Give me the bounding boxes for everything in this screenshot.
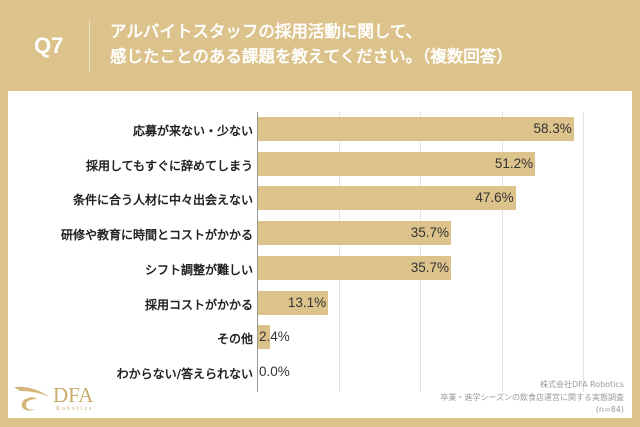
footer-company: 株式会社DFA Robotics: [539, 380, 624, 389]
value-label: 58.3%: [533, 121, 572, 136]
footer-sample: (n=84): [595, 405, 624, 414]
bar: [257, 186, 516, 211]
bar: [257, 151, 536, 176]
gridline: [583, 112, 584, 392]
gridline: [420, 112, 421, 392]
chart-panel: [8, 91, 632, 418]
category-label: 応募が来ない・少ない: [132, 124, 253, 138]
question-number: Q7: [34, 33, 64, 58]
value-label: 47.6%: [475, 190, 514, 206]
logo-subtext: Robotics: [56, 406, 94, 412]
logo-text: DFA: [53, 383, 94, 407]
gridline: [501, 112, 503, 392]
bar: [257, 117, 574, 141]
value-label: 13.1%: [287, 294, 327, 310]
value-label: 0.0%: [259, 363, 290, 379]
dfa-logo-icon: [14, 386, 50, 411]
value-label: 35.7%: [410, 259, 449, 275]
category-label: 研修や教育に時間とコストがかかる: [60, 228, 253, 243]
category-label: その他: [216, 332, 253, 347]
category-label: わからない/答えられない: [116, 366, 253, 381]
gridline: [338, 112, 340, 392]
category-label: 採用コストがかかる: [144, 297, 253, 312]
value-label: 2.4%: [259, 329, 290, 345]
value-label: 35.7%: [410, 225, 449, 241]
category-label: 採用してもすぐに辞めてしまう: [85, 158, 253, 173]
bar: [257, 221, 451, 246]
footer-survey: 卒業・進学シーズンの飲食店運営に関する実態調査: [440, 393, 624, 402]
bar: [257, 290, 329, 315]
title-line-1: アルバイトスタッフの採用活動に関して、: [110, 22, 423, 41]
header-divider: [89, 20, 90, 72]
bar: [257, 325, 271, 350]
question-title: アルバイトスタッフの採用活動に関して、 感じたことのある課題を教えてください。（…: [110, 19, 513, 69]
category-label: シフト調整が難しい: [144, 262, 253, 277]
bar: [257, 255, 451, 280]
y-axis-line: [257, 112, 258, 392]
title-line-2: 感じたことのある課題を教えてください。（複数回答）: [110, 47, 513, 66]
value-label: 51.2%: [494, 155, 534, 171]
category-label: 条件に合う人材に中々出会えない: [72, 193, 253, 208]
